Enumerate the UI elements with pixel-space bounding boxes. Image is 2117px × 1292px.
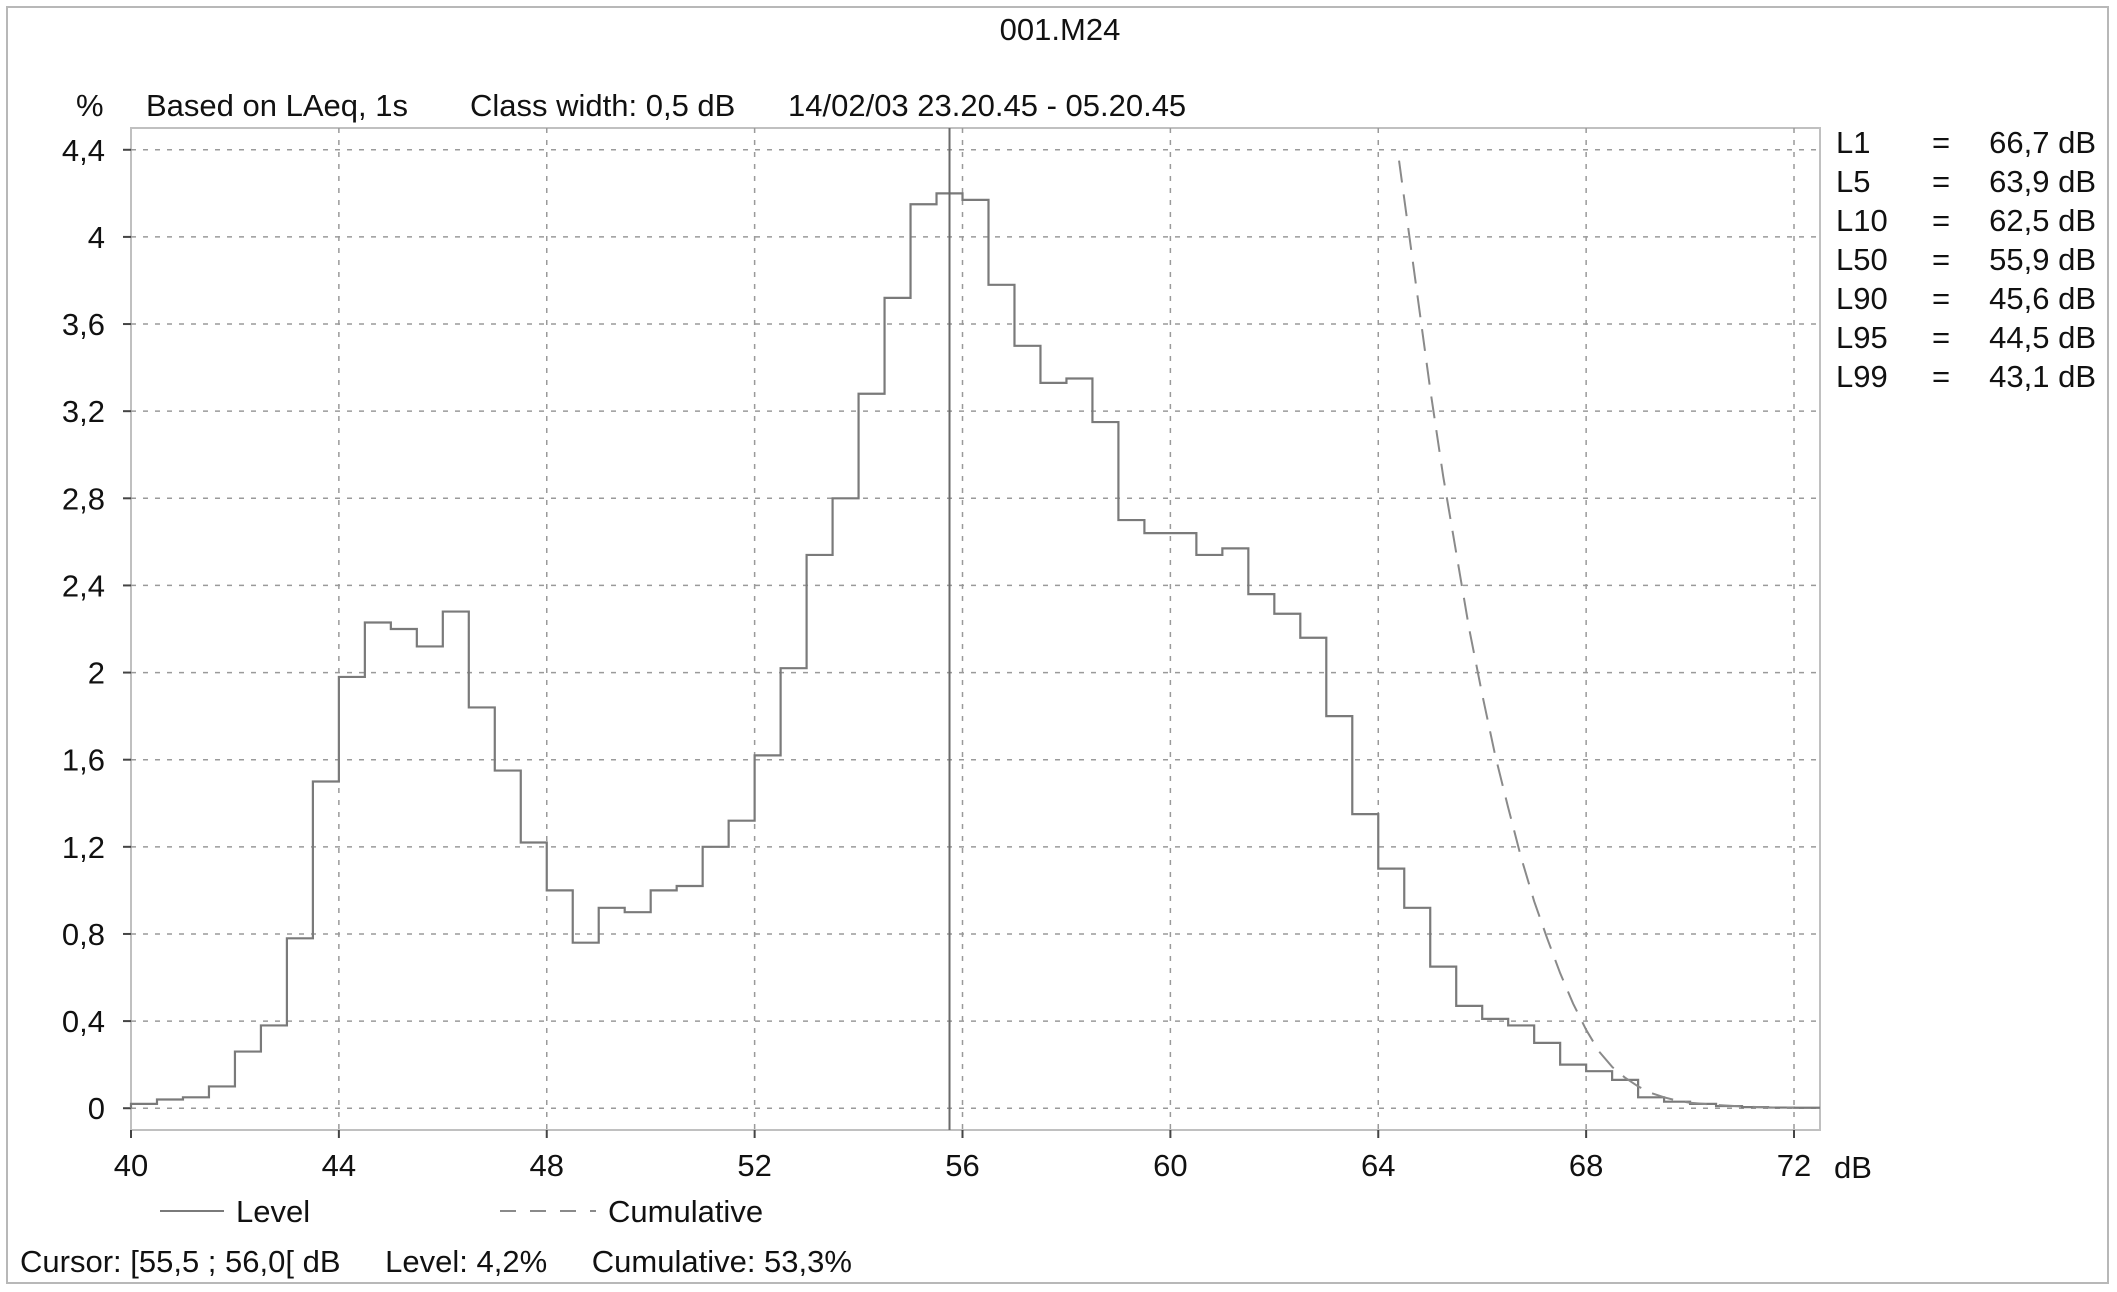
stat-name: L90 (1836, 281, 1888, 316)
stat-name: L5 (1836, 164, 1871, 199)
x-tick-label: 40 (114, 1148, 148, 1183)
y-tick-label: 4,4 (62, 133, 105, 168)
y-unit-label: % (76, 88, 104, 123)
stat-value: 66,7 dB (1989, 125, 2096, 160)
stat-name: L50 (1836, 242, 1888, 277)
x-tick-label: 44 (322, 1148, 356, 1183)
x-tick-label: 52 (737, 1148, 771, 1183)
stat-equals: = (1932, 281, 1951, 316)
stat-equals: = (1932, 203, 1951, 238)
x-axis: 40 44 48 52 56 60 64 68 72 (114, 1130, 1811, 1183)
plot-area (130, 127, 1821, 1131)
stat-row-l90: L90 = 45,6 dB (1836, 280, 2096, 318)
y-axis: 0 0,4 0,8 1,2 1,6 2 2,4 2,8 3,2 3,6 4 4,4 (62, 133, 131, 1126)
y-tick-label: 2 (88, 656, 105, 691)
cursor-range: Cursor: [55,5 ; 56,0[ dB (20, 1244, 341, 1279)
stat-equals: = (1932, 125, 1951, 160)
stat-equals: = (1932, 359, 1951, 394)
x-axis-label: dB (1834, 1150, 1872, 1185)
stat-value: 55,9 dB (1989, 242, 2096, 277)
y-tick-label: 2,4 (62, 568, 105, 603)
stat-row-l1: L1 = 66,7 dB (1836, 124, 2096, 162)
stat-name: L10 (1836, 203, 1888, 238)
stat-row-l10: L10 = 62,5 dB (1836, 202, 2096, 240)
level-series-line (129, 192, 1820, 1109)
stat-value: 44,5 dB (1989, 320, 2096, 355)
y-tick-label: 3,6 (62, 307, 105, 342)
cumulative-series-line (1398, 160, 1795, 1109)
y-tick-label: 4 (88, 220, 105, 255)
cursor-level: Level: 4,2% (385, 1244, 548, 1279)
stat-equals: = (1932, 242, 1951, 277)
stat-value: 63,9 dB (1989, 164, 2096, 199)
series-group (129, 160, 1820, 1109)
stat-value: 45,6 dB (1989, 281, 2096, 316)
stat-value: 62,5 dB (1989, 203, 2096, 238)
stat-name: L99 (1836, 359, 1888, 394)
x-tick-label: 68 (1569, 1148, 1603, 1183)
cursor-readout: Cursor: [55,5 ; 56,0[ dB Level: 4,2% Cum… (20, 1244, 864, 1280)
period-label: 14/02/03 23.20.45 - 05.20.45 (788, 88, 1186, 123)
stat-equals: = (1932, 320, 1951, 355)
y-tick-label: 0,8 (62, 917, 105, 952)
grid-lines (131, 128, 1820, 1130)
y-tick-label: 0 (88, 1091, 105, 1126)
stat-name: L1 (1836, 125, 1871, 160)
stat-row-l50: L50 = 55,9 dB (1836, 241, 2096, 279)
y-tick-label: 3,2 (62, 394, 105, 429)
y-tick-label: 1,2 (62, 830, 105, 865)
class-width-label: Class width: 0,5 dB (470, 88, 735, 123)
legend-level-label: Level (236, 1194, 310, 1229)
chart-title: 001.M24 (1000, 12, 1121, 47)
legend-cumulative-label: Cumulative (608, 1194, 763, 1229)
x-tick-label: 56 (945, 1148, 979, 1183)
stat-row-l5: L5 = 63,9 dB (1836, 163, 2096, 201)
stat-equals: = (1932, 164, 1951, 199)
stat-row-l95: L95 = 44,5 dB (1836, 319, 2096, 357)
stat-name: L95 (1836, 320, 1888, 355)
chart-frame (6, 6, 2109, 1284)
y-tick-label: 1,6 (62, 743, 105, 778)
stat-row-l99: L99 = 43,1 dB (1836, 358, 2096, 396)
x-tick-label: 64 (1361, 1148, 1395, 1183)
x-tick-label: 72 (1777, 1148, 1811, 1183)
y-tick-label: 0,4 (62, 1004, 105, 1039)
x-tick-label: 48 (530, 1148, 564, 1183)
based-on-label: Based on LAeq, 1s (146, 88, 408, 123)
x-tick-label: 60 (1153, 1148, 1187, 1183)
cursor-cumulative: Cumulative: 53,3% (591, 1244, 852, 1279)
y-tick-label: 2,8 (62, 481, 105, 516)
stat-value: 43,1 dB (1989, 359, 2096, 394)
